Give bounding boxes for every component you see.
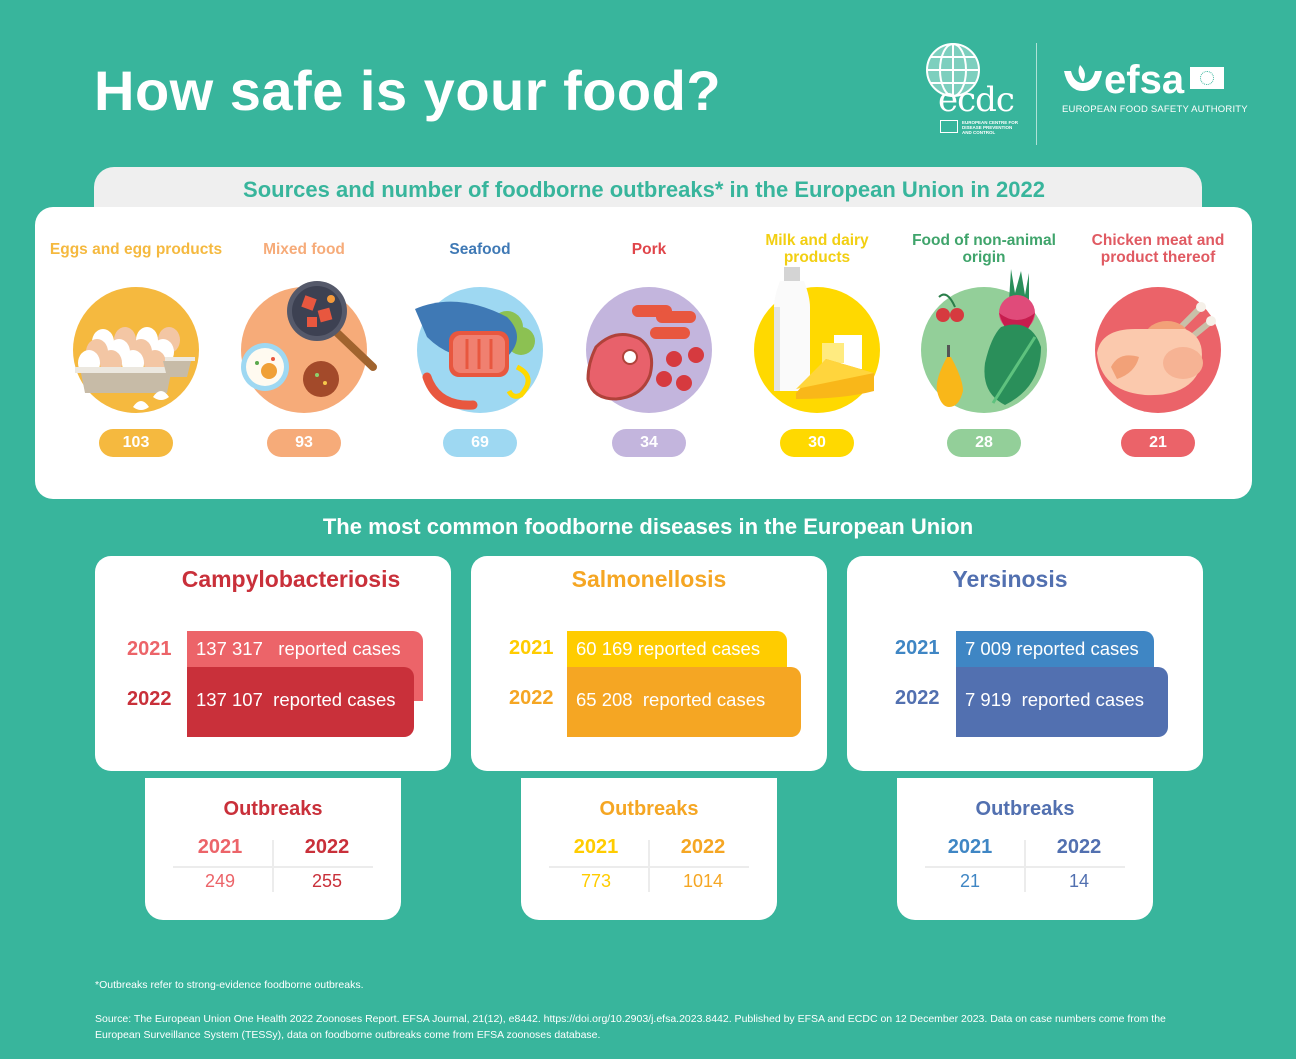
source-non-animal: Food of non-animal origin 28 xyxy=(899,207,1069,499)
outbreak-count-badge: 69 xyxy=(443,429,517,457)
pork-icon xyxy=(586,287,712,413)
logo-divider xyxy=(1036,43,1037,145)
outbreaks-year-2022: 2022 xyxy=(1056,836,1102,858)
diseases-title: The most common foodborne diseases in th… xyxy=(322,514,974,539)
outbreaks-title: Outbreaks xyxy=(223,798,323,820)
disease-name: Salmonellosis xyxy=(571,566,727,592)
ecdc-subtitle: EUROPEAN CENTRE FOR DISEASE PREVENTION A… xyxy=(962,120,1019,135)
cases-bar-2022: 65 208 reported cases xyxy=(567,667,801,737)
source-seafood: Seafood 69 xyxy=(395,207,565,499)
eggs-icon xyxy=(73,287,199,413)
efsa-logo: efsa EUROPEAN FOOD SAFETY AUTHORITY xyxy=(1062,60,1252,115)
outbreak-count-badge: 21 xyxy=(1121,429,1195,457)
sources-panel: Eggs and egg products xyxy=(35,207,1252,499)
outbreak-count-badge: 34 xyxy=(612,429,686,457)
year-label-2022: 2022 xyxy=(127,688,172,710)
page-title: How safe is your food? xyxy=(94,59,722,122)
efsa-leaf-icon xyxy=(1064,65,1102,91)
disease-card-campylobacteriosis: Campylobacteriosis 137 317 reported case… xyxy=(95,556,451,771)
year-label-2022: 2022 xyxy=(509,687,554,709)
vegetables-icon xyxy=(921,269,1047,413)
outbreak-count-badge: 103 xyxy=(99,429,173,457)
outbreak-count-badge: 93 xyxy=(267,429,341,457)
outbreaks-card-yersinosis: Outbreaks 2021 2022 21 14 xyxy=(897,778,1153,920)
cases-bar-2022: 7 919 reported cases xyxy=(956,667,1168,737)
source-chicken: Chicken meat and product thereof 21 xyxy=(1073,207,1243,499)
outbreaks-title: Outbreaks xyxy=(599,798,699,820)
divider xyxy=(272,840,274,892)
source-mixed-food: Mixed food 93 xyxy=(219,207,389,499)
outbreaks-year-2022: 2022 xyxy=(680,836,726,858)
outbreaks-value-2022: 255 xyxy=(311,871,343,891)
outbreaks-value-2021: 21 xyxy=(959,871,981,891)
globe-icon xyxy=(926,43,980,97)
divider xyxy=(1024,840,1026,892)
outbreaks-title: Outbreaks xyxy=(975,798,1075,820)
year-label-2021: 2021 xyxy=(895,637,940,659)
disease-name: Campylobacteriosis xyxy=(181,566,401,592)
outbreaks-card-campylobacteriosis: Outbreaks 2021 2022 249 255 xyxy=(145,778,401,920)
year-label-2021: 2021 xyxy=(127,638,172,660)
source-label: Mixed food xyxy=(263,240,345,258)
outbreaks-year-2022: 2022 xyxy=(304,836,350,858)
year-label-2021: 2021 xyxy=(509,637,554,659)
outbreaks-value-2022: 1014 xyxy=(682,871,724,891)
source-label: Seafood xyxy=(449,240,511,258)
source-citation: Source: The European Union One Health 20… xyxy=(95,1013,1166,1041)
eu-flag-icon xyxy=(940,120,958,133)
disease-card-salmonellosis: Salmonellosis 60 169 reported cases 65 2… xyxy=(471,556,827,771)
source-label: Food of non-animal origin xyxy=(912,232,1056,266)
disease-card-yersinosis: Yersinosis 7 009 reported cases 7 919 re… xyxy=(847,556,1203,771)
outbreaks-year-2021: 2021 xyxy=(573,836,619,858)
seafood-icon xyxy=(415,287,543,413)
source-milk-dairy: Milk and dairy products 30 xyxy=(732,207,902,499)
outbreaks-value-2022: 14 xyxy=(1068,871,1090,891)
source-label: Chicken meat and product thereof xyxy=(1091,232,1225,266)
outbreaks-value-2021: 773 xyxy=(580,871,612,891)
eu-flag-icon xyxy=(1190,67,1225,89)
source-eggs: Eggs and egg products xyxy=(49,207,223,499)
sources-title: Sources and number of foodborne outbreak… xyxy=(243,177,1045,202)
outbreaks-year-2021: 2021 xyxy=(197,836,243,858)
outbreak-count-badge: 30 xyxy=(780,429,854,457)
source-label: Pork xyxy=(631,240,667,258)
efsa-subtitle: EUROPEAN FOOD SAFETY AUTHORITY xyxy=(1062,104,1248,115)
ecdc-wordmark: ecdc xyxy=(938,80,1015,120)
source-label: Milk and dairy products xyxy=(765,232,869,266)
chicken-icon xyxy=(1095,287,1221,413)
outbreaks-year-2021: 2021 xyxy=(947,836,993,858)
mixed-food-icon xyxy=(241,281,377,413)
source-pork: Pork 34 xyxy=(564,207,734,499)
outbreaks-card-salmonellosis: Outbreaks 2021 2022 773 1014 xyxy=(521,778,777,920)
disease-name: Yersinosis xyxy=(952,566,1068,592)
partner-logos: ecdc EUROPEAN CENTRE FOR DISEASE PREVENT… xyxy=(912,38,1252,148)
outbreaks-value-2021: 249 xyxy=(204,871,236,891)
milk-dairy-icon xyxy=(754,267,880,413)
ecdc-logo: ecdc EUROPEAN CENTRE FOR DISEASE PREVENT… xyxy=(916,40,1026,140)
outbreak-count-badge: 28 xyxy=(947,429,1021,457)
source-label: Eggs and egg products xyxy=(49,240,223,258)
cases-bar-2022: 137 107 reported cases xyxy=(187,667,414,737)
year-label-2022: 2022 xyxy=(895,687,940,709)
footnote: *Outbreaks refer to strong-evidence food… xyxy=(95,979,364,991)
divider xyxy=(648,840,650,892)
efsa-wordmark: efsa xyxy=(1104,58,1185,102)
